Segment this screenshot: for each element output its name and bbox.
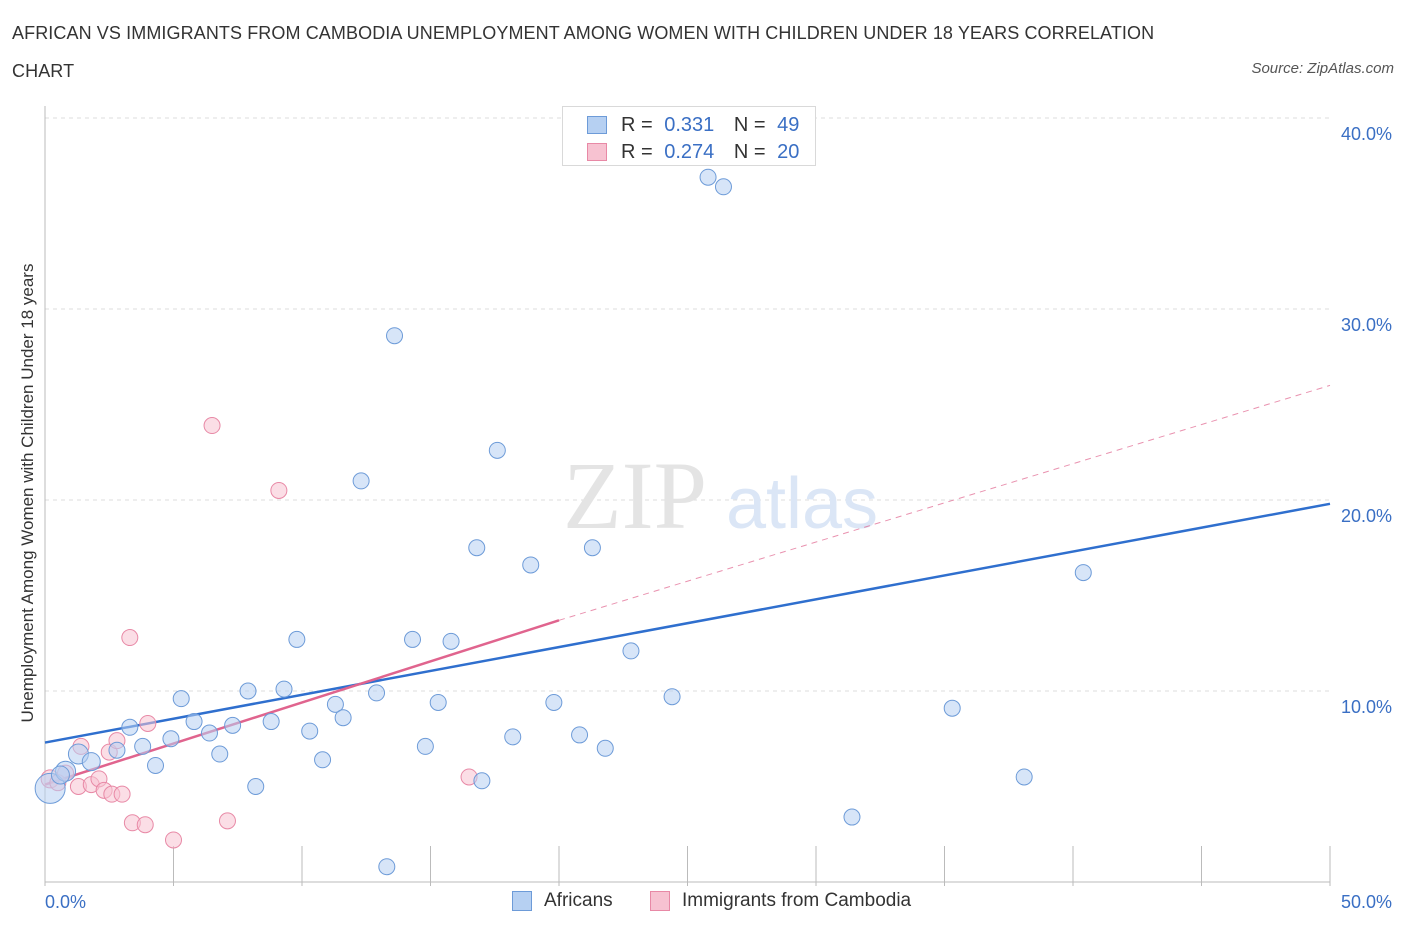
legend-label-africans: Africans	[544, 890, 613, 911]
point-africans-11	[200, 724, 218, 742]
point-africans-37	[571, 726, 589, 744]
point-cambodia-15	[139, 714, 157, 732]
point-africans-21	[326, 695, 344, 713]
chart-title: AFRICAN VS IMMIGRANTS FROM CAMBODIA UNEM…	[12, 23, 1155, 81]
cambodia-swatch	[650, 891, 670, 911]
point-africans-22	[334, 709, 352, 727]
point-africans-5	[121, 718, 139, 736]
r-label: R =	[621, 141, 653, 163]
y-tick-label-3: 40.0%	[1341, 124, 1392, 144]
point-africans-48	[50, 765, 70, 785]
point-africans-3	[81, 752, 101, 772]
point-africans-30	[442, 632, 460, 650]
point-africans-28	[416, 737, 434, 755]
point-cambodia-17	[203, 417, 221, 435]
y-tick-label-0: 10.0%	[1341, 697, 1392, 717]
point-cambodia-18	[218, 812, 236, 830]
x-tick-label-0: 0.0%	[45, 892, 86, 912]
point-africans-6	[134, 737, 152, 755]
point-africans-45	[943, 699, 961, 717]
n-label: N =	[733, 141, 766, 163]
point-africans-26	[386, 327, 404, 345]
point-africans-36	[545, 693, 563, 711]
point-africans-39	[596, 739, 614, 757]
tick-labels: 10.0% 20.0% 30.0% 40.0% 0.0% 50.0%	[45, 124, 1392, 912]
point-africans-18	[288, 630, 306, 648]
point-africans-13	[224, 716, 242, 734]
trend-lines	[44, 384, 1331, 786]
point-africans-16	[262, 713, 280, 731]
point-africans-29	[429, 693, 447, 711]
point-africans-32	[473, 772, 491, 790]
r-value: 0.274	[664, 141, 715, 163]
point-cambodia-14	[136, 816, 154, 834]
series-legend: Africans Immigrants from Cambodia	[0, 890, 1406, 914]
point-africans-27	[404, 630, 422, 648]
point-africans-15	[247, 778, 265, 795]
africans-swatch	[512, 891, 532, 911]
point-africans-17	[275, 680, 293, 698]
y-tick-label-1: 20.0%	[1341, 506, 1392, 526]
point-africans-38	[583, 539, 601, 557]
watermark-atlas: atlas	[726, 464, 878, 544]
point-africans-19	[301, 722, 319, 740]
trend-line-cambodia	[44, 619, 560, 786]
point-africans-8	[162, 730, 180, 748]
cambodia-swatch	[587, 143, 607, 161]
y-axis-label: Unemployment Among Women with Children U…	[18, 264, 37, 723]
point-africans-25	[378, 858, 396, 876]
r-label: R =	[621, 114, 653, 136]
point-cambodia-12	[121, 629, 139, 647]
point-africans-4	[108, 741, 126, 759]
point-africans-9	[172, 690, 190, 708]
points-africans	[34, 168, 1092, 876]
point-africans-20	[314, 751, 332, 769]
point-cambodia-16	[165, 831, 182, 849]
point-africans-47	[1074, 564, 1092, 582]
point-africans-34	[504, 728, 522, 746]
africans-swatch	[587, 116, 607, 134]
trend-line-cambodia-extended	[558, 384, 1331, 621]
point-africans-40	[622, 642, 640, 660]
y-tick-label-2: 30.0%	[1341, 315, 1392, 335]
point-africans-24	[368, 684, 386, 702]
legend-label-cambodia: Immigrants from Cambodia	[682, 890, 912, 911]
point-africans-33	[488, 441, 506, 459]
n-value: 49	[777, 114, 800, 136]
point-africans-23	[352, 472, 370, 490]
axes	[44, 106, 1331, 886]
point-africans-12	[211, 745, 229, 763]
point-africans-35	[522, 556, 540, 574]
watermark: ZIP atlas	[563, 442, 878, 549]
n-label: N =	[733, 114, 766, 136]
point-africans-43	[714, 178, 732, 196]
point-africans-42	[699, 168, 717, 186]
point-cambodia-11	[113, 785, 131, 803]
point-africans-46	[1015, 768, 1033, 786]
source-credit: Source: ZipAtlas.com	[1251, 60, 1394, 77]
r-value: 0.331	[664, 114, 715, 136]
point-africans-10	[185, 713, 203, 731]
point-africans-44	[843, 808, 861, 826]
point-africans-14	[239, 682, 257, 700]
stats-legend: R = 0.331 N = 49 R = 0.274 N = 20	[562, 106, 816, 166]
watermark-zip: ZIP	[563, 442, 707, 549]
trend-line-africans	[44, 502, 1331, 744]
point-cambodia-19	[270, 481, 288, 499]
point-africans-41	[663, 688, 681, 706]
point-africans-31	[468, 539, 486, 557]
x-tick-label-1: 50.0%	[1341, 892, 1392, 912]
n-value: 20	[777, 141, 800, 163]
point-africans-7	[147, 756, 165, 774]
gridlines	[45, 117, 1330, 692]
